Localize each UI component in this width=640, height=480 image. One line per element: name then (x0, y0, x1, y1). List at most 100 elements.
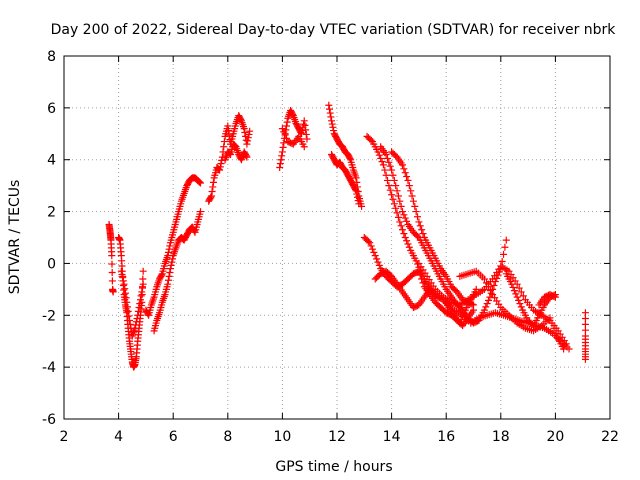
data-point (364, 237, 372, 245)
data-point (121, 285, 129, 293)
series-arc-u (535, 291, 559, 309)
data-point (384, 154, 392, 162)
data-point (419, 230, 427, 238)
data-point (209, 183, 217, 191)
data-point (137, 292, 145, 300)
x-tick-label: 12 (328, 429, 346, 445)
data-point (382, 151, 390, 159)
data-point (120, 280, 128, 288)
data-point (280, 139, 288, 147)
data-point (244, 137, 252, 145)
data-point (407, 187, 415, 195)
data-point (414, 232, 422, 240)
data-point (401, 234, 409, 241)
series-arc-a (105, 221, 117, 296)
data-marks (105, 101, 589, 371)
data-point (354, 197, 362, 205)
y-tick-label: 6 (47, 101, 56, 117)
data-point (330, 127, 338, 135)
x-tick-label: 22 (601, 429, 619, 445)
data-point (500, 250, 508, 258)
x-tick-label: 6 (169, 429, 178, 445)
data-point (139, 267, 147, 275)
data-point (119, 274, 127, 282)
series-arc-g (221, 140, 251, 164)
y-axis-label: SDTVAR / TECUs (7, 180, 23, 295)
data-point (158, 271, 166, 279)
data-point (279, 143, 287, 151)
data-point (390, 176, 398, 184)
data-point (399, 208, 407, 216)
data-point (498, 257, 506, 265)
data-point (108, 269, 116, 277)
x-tick-label: 4 (114, 429, 123, 445)
data-point (283, 118, 291, 126)
data-point (396, 218, 404, 226)
data-point (548, 319, 556, 327)
data-point (121, 289, 129, 297)
data-point (351, 186, 359, 194)
data-point (166, 265, 174, 273)
data-point (132, 321, 140, 329)
data-point (278, 152, 286, 160)
data-point (328, 117, 336, 125)
data-point (209, 178, 217, 186)
data-point (483, 300, 491, 308)
data-point (164, 280, 172, 288)
chart-title: Day 200 of 2022, Sidereal Day-to-day VTE… (51, 22, 617, 38)
data-point (123, 303, 131, 311)
data-point (416, 222, 424, 230)
data-point (550, 324, 558, 332)
series-arc-s (456, 267, 568, 353)
data-point (485, 296, 493, 304)
x-tick-label: 10 (273, 429, 291, 445)
data-point (197, 179, 204, 187)
data-point (353, 178, 361, 186)
data-point (397, 202, 405, 210)
data-point (374, 258, 382, 266)
data-point (392, 204, 400, 212)
series-arc-f (205, 112, 254, 205)
data-point (329, 123, 337, 131)
data-point (119, 277, 127, 285)
data-point (551, 293, 559, 301)
data-point (139, 280, 147, 288)
data-point (412, 208, 420, 216)
data-point (303, 135, 311, 143)
data-point (482, 303, 490, 311)
data-point (581, 320, 589, 328)
data-point (220, 143, 228, 151)
data-point (168, 258, 176, 266)
data-point (123, 298, 131, 306)
data-point (581, 326, 589, 334)
data-point (278, 148, 286, 156)
data-point (371, 252, 379, 260)
data-point (400, 230, 408, 238)
data-point (353, 193, 361, 201)
x-tick-label: 16 (437, 429, 455, 445)
x-tick-labels: 2 4 6 8 10 12 14 16 18 20 22 (60, 429, 619, 445)
y-tick-label: -2 (42, 308, 56, 324)
data-point (517, 303, 525, 311)
data-point (355, 200, 363, 208)
x-tick-label: 14 (383, 429, 401, 445)
data-point (237, 116, 245, 124)
data-point (400, 165, 408, 173)
x-tick-label: 2 (60, 429, 69, 445)
data-point (126, 320, 134, 328)
x-tick-label: 20 (546, 429, 564, 445)
y-tick-labels: -6 -4 -2 0 2 4 6 8 (42, 49, 56, 428)
data-point (385, 158, 393, 166)
data-point (108, 252, 116, 260)
data-point (220, 138, 228, 146)
data-point (482, 279, 490, 287)
data-point (300, 120, 308, 128)
data-point (225, 131, 233, 139)
data-point (581, 309, 589, 317)
data-point (195, 178, 203, 186)
data-point (108, 277, 116, 285)
data-point (196, 178, 204, 186)
data-point (328, 120, 336, 128)
data-point (276, 160, 284, 168)
data-point (125, 312, 133, 320)
